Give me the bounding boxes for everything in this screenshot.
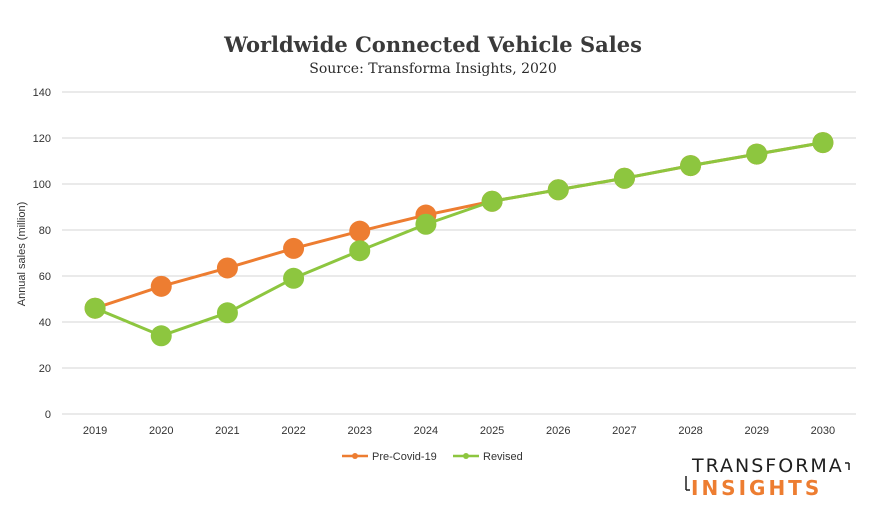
data-point xyxy=(283,267,305,289)
logo-line-2: INSIGHTS xyxy=(691,476,822,500)
data-point xyxy=(547,179,569,201)
legend-label-revised: Revised xyxy=(483,451,523,463)
y-tick-label: 140 xyxy=(33,87,51,99)
legend-marker-pre-covid xyxy=(352,453,358,459)
x-tick-label: 2022 xyxy=(281,425,305,437)
y-tick-label: 120 xyxy=(33,133,51,145)
data-point xyxy=(680,155,702,177)
data-point xyxy=(216,302,238,324)
data-point xyxy=(613,167,635,189)
y-tick-label: 20 xyxy=(39,363,51,375)
data-point xyxy=(150,325,172,347)
x-tick-label: 2028 xyxy=(678,425,702,437)
y-tick-label: 40 xyxy=(39,317,51,329)
data-point xyxy=(481,190,503,212)
x-tick-label: 2020 xyxy=(149,425,173,437)
y-tick-labels: 0 20 40 60 80 100 120 140 xyxy=(33,87,51,421)
y-axis-label: Annual sales (million) xyxy=(16,202,28,307)
data-point xyxy=(746,143,768,165)
data-point xyxy=(812,132,834,154)
chart-title: Worldwide Connected Vehicle Sales xyxy=(223,32,642,57)
chart-subtitle: Source: Transforma Insights, 2020 xyxy=(309,61,557,77)
series-line xyxy=(94,141,824,310)
y-tick-label: 60 xyxy=(39,271,51,283)
data-point xyxy=(415,213,437,235)
data-point xyxy=(216,257,238,279)
x-tick-label: 2021 xyxy=(215,425,239,437)
x-tick-label: 2025 xyxy=(480,425,504,437)
legend-marker-revised xyxy=(463,453,469,459)
x-tick-label: 2024 xyxy=(414,425,438,437)
data-point xyxy=(150,275,172,297)
series-line xyxy=(94,141,824,338)
data-point xyxy=(283,237,305,259)
x-tick-label: 2027 xyxy=(612,425,636,437)
legend-label-pre-covid: Pre-Covid-19 xyxy=(372,451,437,463)
y-tick-label: 0 xyxy=(45,409,51,421)
x-tick-label: 2030 xyxy=(811,425,835,437)
gridlines xyxy=(62,91,856,415)
data-point xyxy=(84,297,106,319)
series xyxy=(84,132,834,347)
x-tick-labels: 2019 2020 2021 2022 2023 2024 2025 2026 2027 2028… xyxy=(83,425,835,437)
series-1 xyxy=(84,132,834,347)
transforma-insights-logo: TRANSFORMA INSIGHTS xyxy=(685,455,850,500)
x-tick-label: 2023 xyxy=(348,425,372,437)
x-tick-label: 2019 xyxy=(83,425,107,437)
data-point xyxy=(349,220,371,242)
data-point xyxy=(349,240,371,262)
x-tick-label: 2029 xyxy=(745,425,769,437)
x-tick-label: 2026 xyxy=(546,425,570,437)
y-tick-label: 80 xyxy=(39,225,51,237)
legend: Pre-Covid-19 Revised xyxy=(342,451,523,463)
logo-line-1: TRANSFORMA xyxy=(691,455,844,477)
y-tick-label: 100 xyxy=(33,179,51,191)
